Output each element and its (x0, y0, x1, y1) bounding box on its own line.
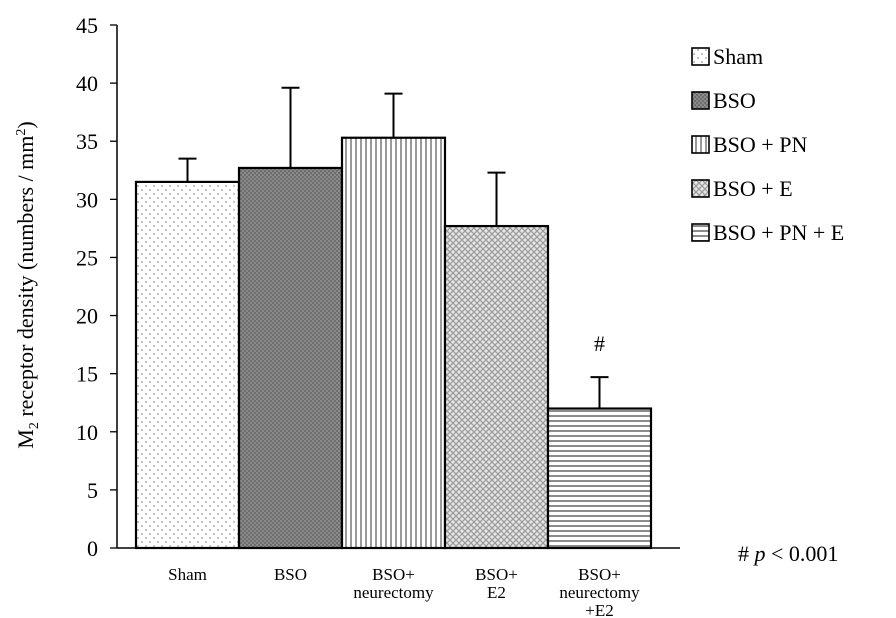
y-tick-label: 0 (87, 536, 98, 561)
legend-swatch (691, 135, 710, 154)
y-axis-title: M2 receptor density (numbers / mm2) (13, 121, 42, 448)
legend-label: BSO + PN (713, 132, 807, 157)
y-tick-label: 10 (76, 420, 98, 445)
x-tick-label: neurectomy (559, 583, 640, 602)
error-bars (178, 86, 609, 409)
x-axis-tick-labels: Sham BSO BSO+neurectomyBSO+E2BSO+neurectom… (168, 565, 640, 618)
y-tick-label: 45 (76, 13, 98, 38)
legend-label: BSO (713, 88, 756, 113)
x-tick-label: BSO+ (475, 565, 518, 584)
legend-label: Sham (713, 44, 763, 69)
legend-swatch (691, 47, 710, 66)
y-tick-label: 25 (76, 245, 98, 270)
bar (340, 136, 447, 550)
legend-label: BSO + E (713, 176, 793, 201)
y-tick-label: 30 (76, 187, 98, 212)
x-tick-label: BSO (274, 565, 307, 584)
x-tick-label: neurectomy (353, 583, 434, 602)
y-tick-label: 40 (76, 71, 98, 96)
legend-swatch (691, 91, 710, 110)
legend: Sham BSO BSO + PN BSO + E BSO + PN + E (691, 44, 844, 245)
significance-mark: # (594, 331, 605, 356)
x-tick-label: E2 (487, 583, 506, 602)
bar (237, 166, 344, 550)
bar (134, 180, 241, 550)
x-tick-label: BSO+ (372, 565, 415, 584)
y-tick-label: 5 (87, 478, 98, 503)
significance-note: # p < 0.001 (738, 541, 838, 566)
legend-swatch (691, 179, 710, 198)
bar (546, 407, 653, 550)
x-tick-label: Sham (168, 565, 207, 584)
y-tick-label: 20 (76, 304, 98, 329)
y-axis-ticks: 0 5 10 15 20 25 30 35 40 45 (76, 13, 117, 561)
legend-label: BSO + PN + E (713, 220, 844, 245)
significance-marks: # (594, 331, 605, 356)
legend-swatch (691, 223, 710, 242)
bar (443, 224, 550, 550)
x-tick-label: +E2 (585, 601, 613, 618)
y-tick-label: 35 (76, 129, 98, 154)
x-tick-label: BSO+ (578, 565, 621, 584)
y-tick-label: 15 (76, 362, 98, 387)
bars (134, 136, 653, 550)
